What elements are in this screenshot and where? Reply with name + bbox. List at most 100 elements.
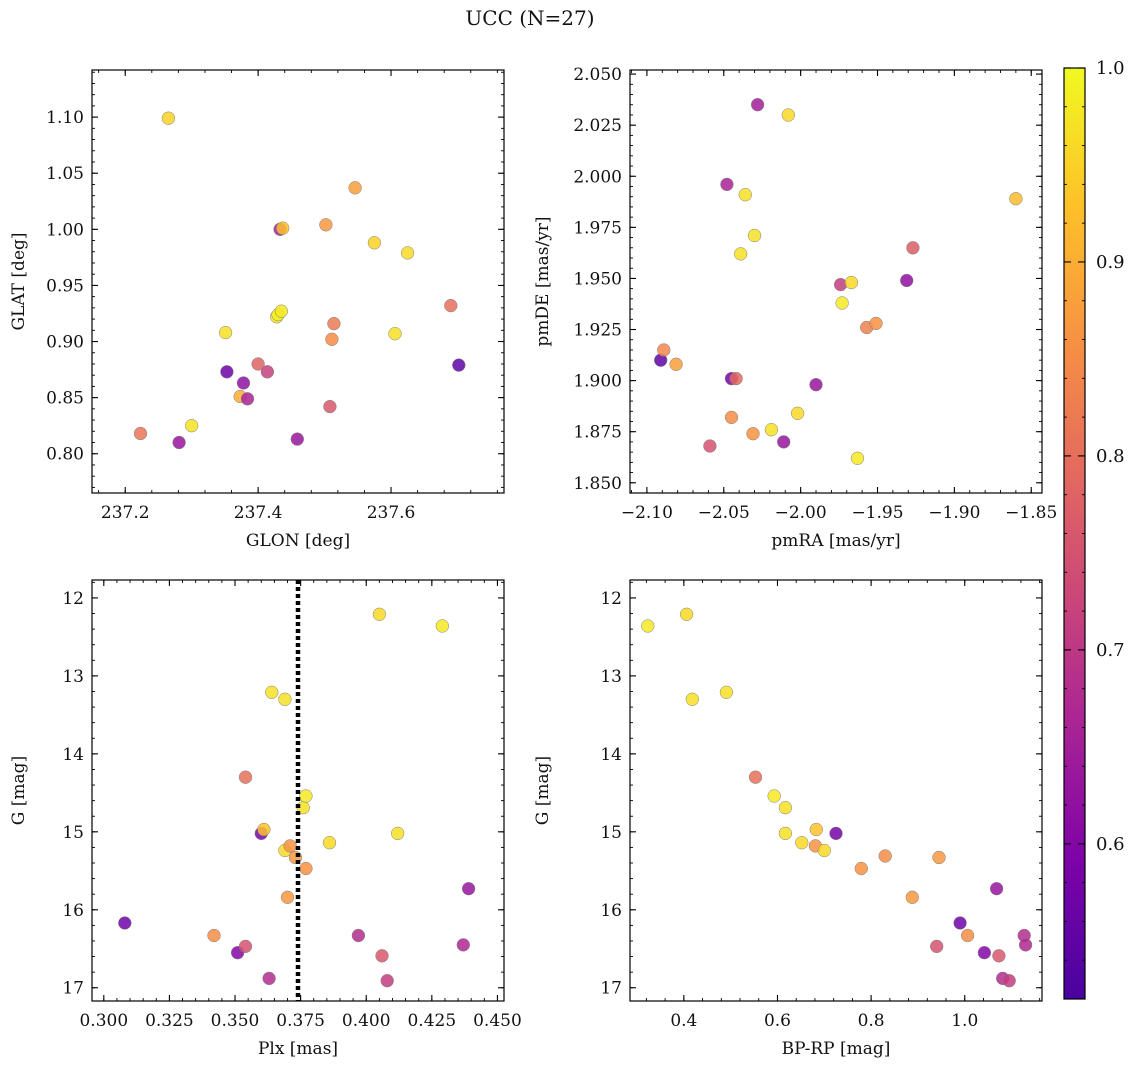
major-ticks bbox=[630, 70, 1042, 493]
data-point bbox=[290, 432, 304, 446]
data-point bbox=[669, 357, 683, 371]
data-point bbox=[778, 801, 793, 815]
axes-frame bbox=[91, 69, 505, 494]
data-point bbox=[185, 419, 199, 433]
data-points bbox=[654, 98, 1023, 465]
data-point bbox=[777, 435, 791, 449]
data-point bbox=[960, 928, 975, 943]
data-point bbox=[989, 882, 1004, 896]
y-tick-label: 16 bbox=[600, 901, 622, 921]
data-point bbox=[703, 439, 717, 453]
x-tick-label: 237.4 bbox=[234, 503, 283, 523]
y-tick-label: 13 bbox=[62, 667, 84, 687]
x-tick-label: 237.6 bbox=[367, 503, 416, 523]
x-tick-label: −2.05 bbox=[698, 503, 750, 523]
x-tick-label: 0.450 bbox=[473, 1011, 522, 1031]
y-tick-label: 15 bbox=[62, 823, 84, 843]
y-tick-label: 12 bbox=[62, 589, 84, 609]
y-tick-label: 1.10 bbox=[46, 108, 84, 128]
data-point bbox=[833, 277, 848, 292]
data-point bbox=[809, 378, 823, 392]
data-point bbox=[218, 325, 233, 340]
colorbar-gradient bbox=[1063, 67, 1086, 1000]
data-point bbox=[750, 98, 765, 112]
figure-title: UCC (N=27) bbox=[465, 6, 595, 30]
data-point bbox=[461, 882, 476, 896]
data-point bbox=[1018, 938, 1033, 952]
y-tick-label: 1.05 bbox=[46, 164, 84, 184]
data-point bbox=[161, 111, 176, 125]
data-point bbox=[835, 296, 849, 310]
x-tick-label: 0.6 bbox=[764, 1011, 791, 1031]
data-point bbox=[685, 692, 699, 706]
data-point bbox=[724, 410, 739, 425]
major-ticks bbox=[92, 580, 504, 1001]
data-point bbox=[869, 316, 883, 331]
colorbar-tick-label: 1.0 bbox=[1096, 58, 1125, 79]
data-point bbox=[133, 426, 148, 441]
y-tick-label: 1.00 bbox=[46, 220, 84, 240]
major-ticks bbox=[630, 580, 1042, 1001]
y-tick-label: 17 bbox=[600, 979, 622, 999]
x-tick-label: −1.95 bbox=[851, 503, 903, 523]
data-point bbox=[719, 685, 734, 699]
data-point bbox=[900, 273, 914, 288]
y-tick-label: 17 bbox=[62, 979, 84, 999]
data-point bbox=[657, 343, 671, 357]
scatter-panel-1: 237.2 237.4 237.6 0.80 0.85 0.90 0.95 1.00 1.05 1… bbox=[9, 69, 505, 551]
data-point bbox=[240, 392, 255, 406]
data-point bbox=[262, 971, 276, 986]
scatter-panel-4: 0.4 0.6 0.8 1.0 12 13 14 15 16 17 BP-RP [mag] G [ma… bbox=[533, 579, 1043, 1059]
data-point bbox=[809, 822, 823, 837]
axes-frame bbox=[629, 579, 1043, 1002]
y-tick-label: 0.95 bbox=[46, 276, 84, 296]
data-points bbox=[118, 607, 476, 988]
panels: 237.2 237.4 237.6 0.80 0.85 0.90 0.95 1.00 1.05 1… bbox=[9, 65, 1057, 1059]
data-point bbox=[260, 365, 275, 379]
data-point bbox=[878, 849, 892, 863]
x-tick-label: 0.325 bbox=[145, 1011, 194, 1031]
data-point bbox=[778, 826, 793, 841]
data-point bbox=[172, 435, 186, 450]
colorbar-tick-label: 0.9 bbox=[1096, 252, 1125, 273]
data-point bbox=[207, 928, 221, 943]
y-tick-label: 1.925 bbox=[573, 321, 622, 341]
colorbar-tick-label: 0.7 bbox=[1096, 640, 1125, 661]
x-tick-label: 0.375 bbox=[276, 1011, 325, 1031]
x-tick-label: 0.300 bbox=[79, 1011, 128, 1031]
data-point bbox=[764, 423, 779, 437]
data-point bbox=[679, 607, 694, 621]
y-tick-label: 1.875 bbox=[573, 423, 622, 443]
y-tick-label: 0.90 bbox=[46, 333, 84, 353]
y-tick-label: 16 bbox=[62, 901, 84, 921]
data-point bbox=[220, 365, 234, 379]
data-point bbox=[265, 685, 279, 699]
colorbar-tick-label: 0.6 bbox=[1096, 834, 1125, 855]
data-point bbox=[280, 890, 295, 904]
y-tick-label: 1.975 bbox=[573, 218, 622, 238]
data-point bbox=[844, 275, 859, 290]
y-tick-label: 14 bbox=[62, 745, 84, 765]
data-point bbox=[283, 839, 297, 853]
y-tick-label: 2.050 bbox=[573, 65, 622, 85]
colorbar: 0.6 0.7 0.8 0.9 1.0 bbox=[1063, 58, 1125, 1000]
data-point bbox=[380, 974, 394, 988]
scatter-panel-3: 0.300 0.325 0.350 0.375 0.400 0.425 0.450 12 13 1… bbox=[9, 579, 522, 1059]
data-point bbox=[299, 861, 313, 876]
data-point bbox=[238, 770, 253, 784]
data-point bbox=[905, 890, 919, 904]
data-point bbox=[906, 241, 920, 255]
data-point bbox=[734, 247, 748, 261]
data-point bbox=[1009, 192, 1023, 206]
data-point bbox=[720, 177, 734, 192]
x-tick-label: 1.0 bbox=[951, 1011, 978, 1031]
data-point bbox=[795, 836, 809, 850]
y-tick-label: 14 bbox=[600, 745, 622, 765]
x-tick-label: 237.2 bbox=[101, 503, 150, 523]
major-ticks bbox=[92, 70, 504, 493]
data-point bbox=[992, 949, 1006, 963]
x-axis-label: BP-RP [mag] bbox=[782, 1039, 891, 1059]
data-point bbox=[790, 406, 805, 420]
data-point bbox=[367, 236, 382, 250]
